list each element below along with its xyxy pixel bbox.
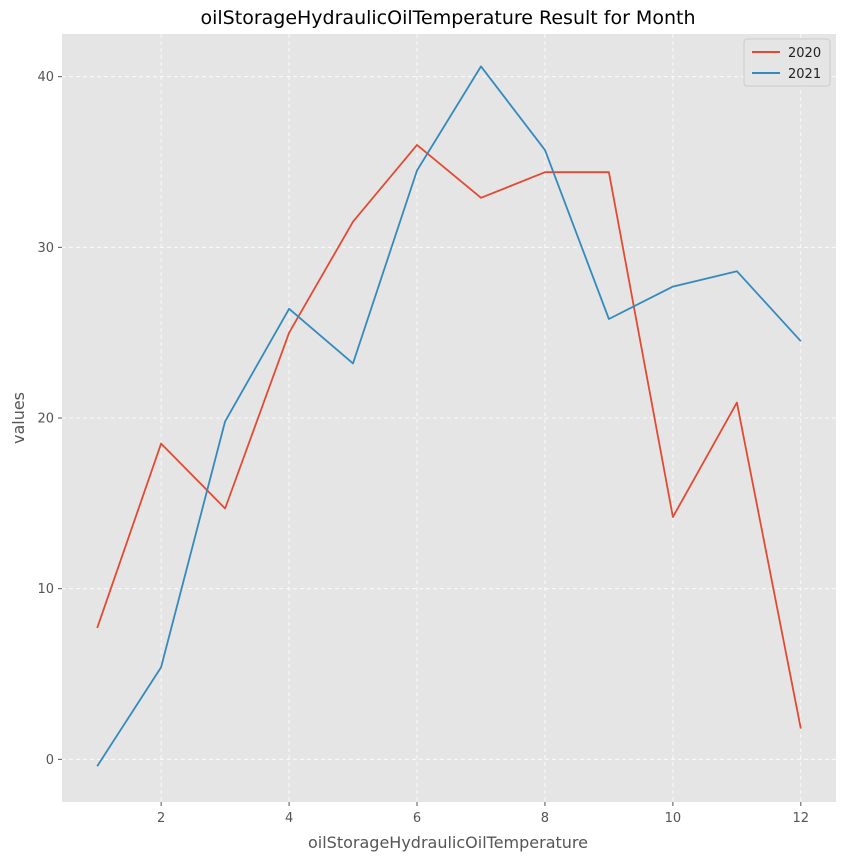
legend-label-2020: 2020 xyxy=(788,46,821,61)
y-tick-label: 0 xyxy=(46,753,54,768)
x-tick-label: 2 xyxy=(157,811,165,826)
series-line-2020 xyxy=(96,143,802,729)
y-tick-label: 30 xyxy=(37,241,54,256)
y-tick-label: 40 xyxy=(37,70,54,85)
series-line-2021 xyxy=(96,65,802,767)
legend: 2020 2021 xyxy=(743,38,831,87)
legend-label-2021: 2021 xyxy=(788,67,821,82)
x-tick-label: 4 xyxy=(285,811,293,826)
y-axis-label: values xyxy=(9,392,28,444)
series-lines xyxy=(96,65,802,767)
x-axis-ticks: 2 4 6 8 10 12 xyxy=(157,802,809,826)
y-axis-ticks: 0 10 20 30 40 xyxy=(37,70,62,768)
legend-box xyxy=(743,38,831,87)
x-axis-label: oilStorageHydraulicOilTemperature xyxy=(308,833,588,852)
x-tick-label: 8 xyxy=(541,811,549,826)
chart-title: oilStorageHydraulicOilTemperature Result… xyxy=(201,7,696,29)
x-tick-label: 10 xyxy=(665,811,682,826)
x-tick-label: 6 xyxy=(413,811,421,826)
y-tick-label: 20 xyxy=(37,412,54,427)
gridlines xyxy=(62,34,836,802)
y-tick-label: 10 xyxy=(37,582,54,597)
x-tick-label: 12 xyxy=(793,811,810,826)
